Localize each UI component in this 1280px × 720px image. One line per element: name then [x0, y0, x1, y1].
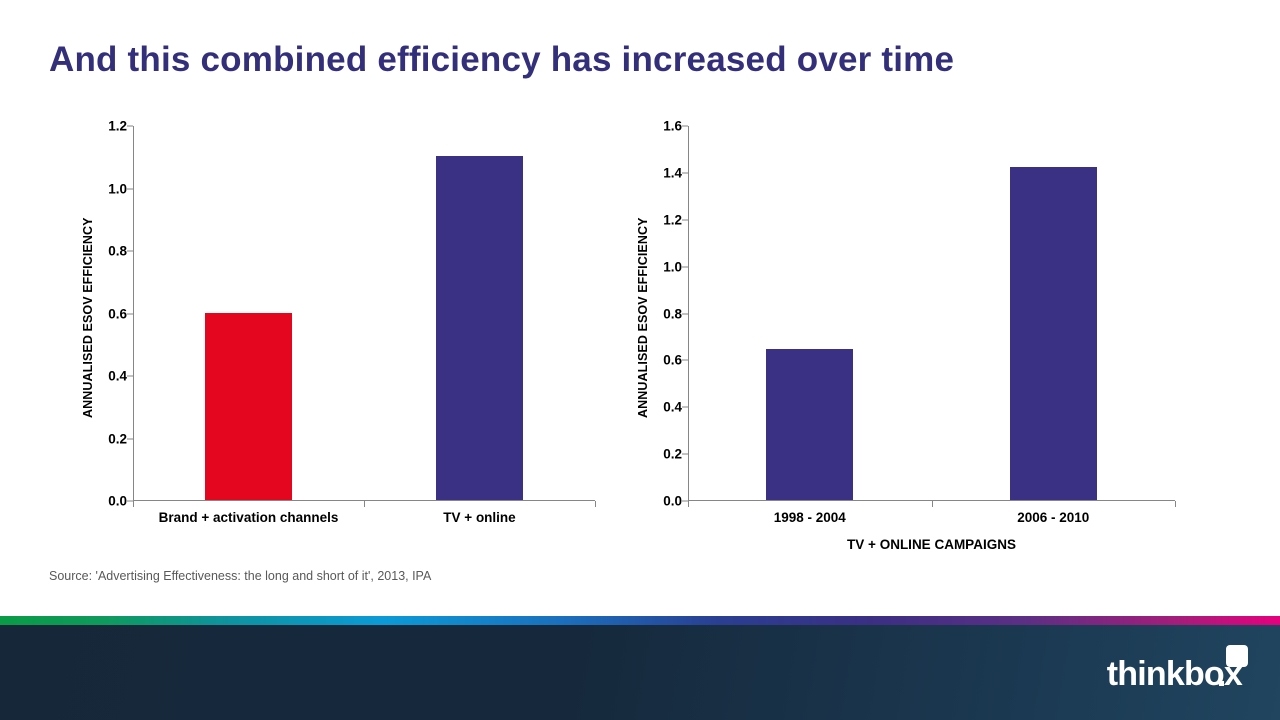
y-axis-tick-label: 0.8 — [663, 306, 682, 321]
source-note: Source: 'Advertising Effectiveness: the … — [49, 569, 432, 583]
chart-right-y-axis-title: ANNUALISED ESOV EFFICIENCY — [636, 217, 650, 418]
y-axis-tick-label: 0.2 — [663, 446, 682, 462]
y-axis-tick-label: 0.4 — [663, 399, 682, 415]
y-axis-tick-mark — [682, 313, 688, 314]
y-axis-tick-mark — [682, 406, 688, 408]
y-axis-tick-label: 0.6 — [108, 306, 127, 321]
y-axis-tick-mark — [127, 250, 133, 252]
y-axis-tick-mark — [127, 438, 133, 439]
footer-gradient-bar — [0, 616, 1280, 625]
logo-dot-icon — [1219, 681, 1224, 686]
y-axis-tick-label: 0.0 — [108, 493, 127, 509]
y-axis-tick-mark — [682, 266, 688, 268]
y-axis-tick-label: 1.2 — [108, 118, 127, 134]
y-axis-tick-mark — [682, 500, 688, 502]
y-axis-tick-mark — [682, 453, 688, 455]
y-axis-tick-mark — [682, 219, 688, 221]
thinkbox-logo-text: thinkbox — [1106, 655, 1243, 693]
chart-left-x-axis-line — [133, 500, 595, 501]
page-title: And this combined efficiency has increas… — [49, 40, 955, 79]
thinkbox-logo: thinkbox — [1106, 645, 1248, 695]
x-axis-category-label: TV + online — [443, 510, 516, 525]
y-axis-tick-label: 1.0 — [108, 181, 127, 196]
y-axis-tick-mark — [682, 125, 688, 127]
y-axis-tick-mark — [127, 125, 133, 127]
x-axis-tick-mark — [931, 501, 933, 507]
y-axis-tick-label: 1.4 — [663, 165, 682, 181]
y-axis-tick-label: 1.6 — [663, 118, 682, 134]
y-axis-tick-label: 0.2 — [108, 431, 127, 446]
chart-right-x-axis-line — [688, 500, 1175, 501]
bar — [205, 312, 292, 500]
bar — [766, 348, 854, 500]
y-axis-tick-mark — [127, 500, 133, 502]
y-axis-tick-label: 1.2 — [663, 212, 682, 228]
chart-right-plot-area: 0.0 0.2 0.4 0.6 0.8 1.0 1.2 1.4 1.6 1998 - 2004 20… — [663, 119, 1176, 552]
x-axis-category-label: Brand + activation channels — [158, 510, 339, 525]
x-axis-title: TV + ONLINE CAMPAIGNS — [847, 537, 1016, 552]
y-axis-tick-mark — [127, 313, 133, 314]
x-axis-category-label: 1998 - 2004 — [773, 510, 846, 525]
footer: thinkbox — [0, 625, 1280, 720]
x-axis-tick-mark — [1175, 501, 1176, 507]
bar — [436, 156, 523, 500]
x-axis-tick-mark — [364, 501, 365, 507]
y-axis-tick-label: 0.4 — [108, 368, 127, 384]
chart-left-y-axis-line — [133, 126, 134, 501]
y-axis-tick-mark — [682, 359, 688, 361]
y-axis-tick-label: 0.6 — [663, 352, 682, 368]
x-axis-tick-mark — [688, 501, 689, 507]
x-axis-tick-mark — [133, 501, 134, 507]
y-axis-tick-mark — [127, 375, 133, 377]
y-axis-tick-label: 0.0 — [663, 493, 682, 509]
y-axis-tick-label: 0.8 — [108, 243, 127, 259]
chart-left-plot-area: 0.0 0.2 0.4 0.6 0.8 1.0 1.2 Brand + activation … — [108, 119, 596, 525]
y-axis-tick-label: 1.0 — [663, 259, 682, 275]
y-axis-tick-mark — [682, 172, 688, 174]
chart-left-y-axis-title: ANNUALISED ESOV EFFICIENCY — [81, 217, 95, 418]
x-axis-tick-mark — [595, 501, 596, 507]
logo-square-icon — [1226, 645, 1248, 667]
y-axis-tick-mark — [127, 188, 133, 189]
x-axis-category-label: 2006 - 2010 — [1017, 510, 1090, 525]
bar — [1009, 167, 1097, 500]
chart-right-y-axis-line — [688, 126, 689, 501]
